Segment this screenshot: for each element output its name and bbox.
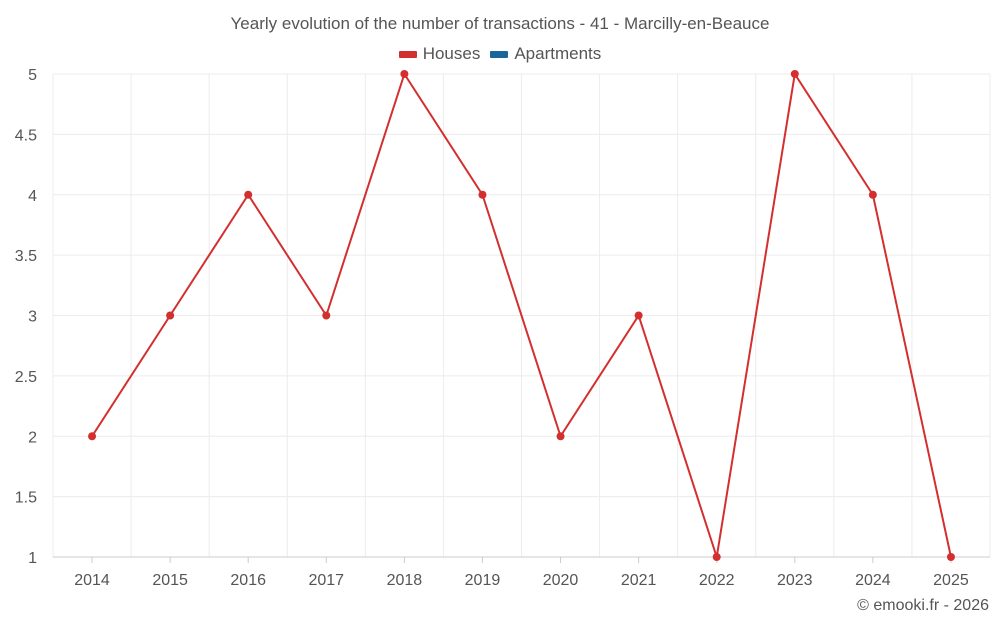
y-tick-label: 3.5: [15, 248, 37, 265]
y-tick-label: 1: [28, 550, 37, 567]
x-tick-label: 2016: [230, 572, 266, 589]
y-tick-label: 2: [28, 429, 37, 446]
data-point-houses: [790, 70, 799, 78]
legend-label-apartments: Apartments: [514, 44, 602, 63]
x-tick-label: 2017: [308, 572, 344, 589]
y-tick-label: 1.5: [15, 490, 37, 507]
series-line-houses: [91, 73, 952, 558]
x-tick-label: 2019: [465, 572, 501, 589]
data-point-houses: [946, 553, 955, 561]
data-point-houses: [556, 432, 565, 441]
data-point-houses: [88, 432, 97, 441]
x-tick-label: 2025: [933, 572, 969, 589]
chart-title: Yearly evolution of the number of transa…: [230, 14, 770, 33]
data-point-houses: [400, 70, 409, 78]
x-tick-label: 2020: [543, 572, 579, 589]
data-point-houses: [322, 311, 331, 320]
x-tick-label: 2015: [152, 572, 188, 589]
x-tick-label: 2021: [621, 572, 657, 589]
x-tick-label: 2018: [387, 572, 423, 589]
data-point-houses: [166, 311, 175, 320]
legend-swatch-apartments: [490, 50, 509, 58]
legend-item-houses[interactable]: Houses: [398, 44, 481, 64]
data-point-houses: [478, 190, 487, 199]
credit-text: © emooki.fr - 2026: [857, 597, 989, 614]
y-tick-label: 2.5: [15, 369, 37, 386]
x-tick-label: 2022: [699, 572, 735, 589]
y-tick-label: 3: [28, 309, 37, 326]
legend-swatch-houses: [398, 50, 417, 58]
data-point-houses: [868, 190, 877, 199]
data-point-houses: [244, 190, 253, 199]
data-point-houses: [634, 311, 643, 320]
legend: Houses Apartments: [0, 44, 1000, 64]
x-tick-label: 2023: [777, 572, 813, 589]
legend-item-apartments[interactable]: Apartments: [490, 44, 601, 64]
x-tick-label: 2024: [855, 572, 891, 589]
y-tick-label: 4: [28, 188, 37, 205]
legend-label-houses: Houses: [422, 44, 481, 63]
x-tick-label: 2014: [74, 572, 110, 589]
data-point-houses: [712, 553, 721, 561]
y-tick-label: 4.5: [15, 127, 37, 144]
y-tick-label: 5: [28, 67, 37, 84]
